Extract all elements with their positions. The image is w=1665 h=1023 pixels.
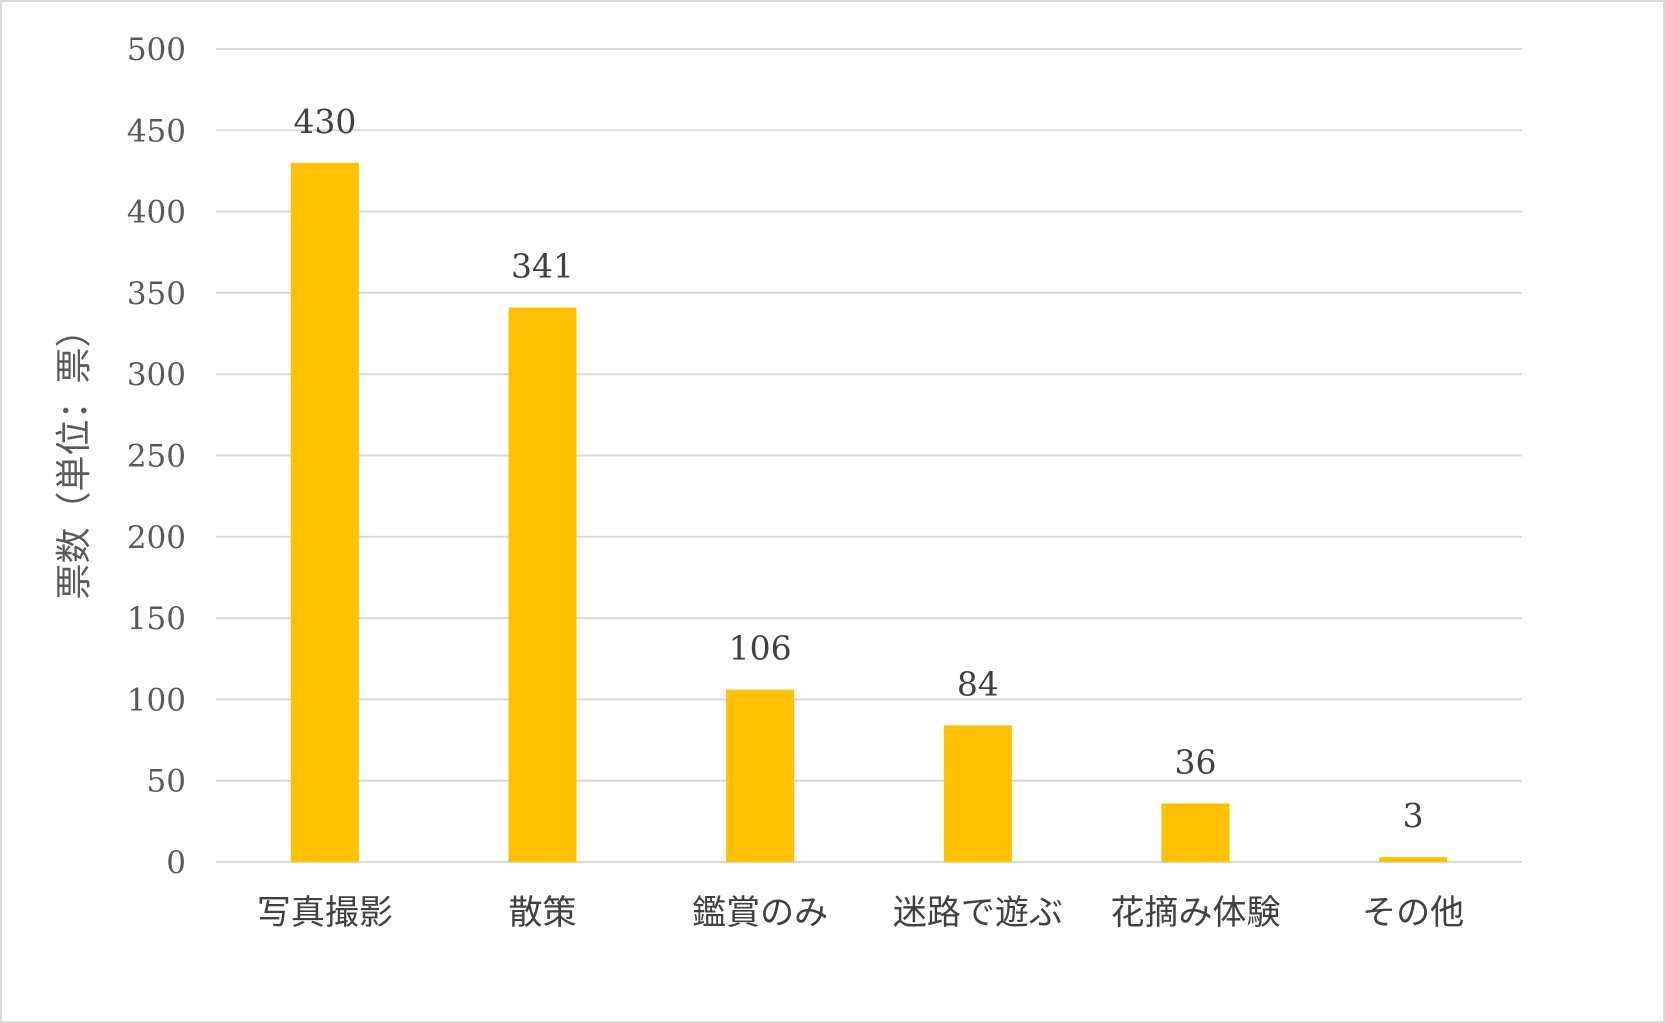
x-category-label: 花摘み体験 xyxy=(1111,893,1281,933)
bar xyxy=(508,307,577,862)
y-tick-label: 450 xyxy=(127,113,186,149)
x-category-label: 鑑賞のみ xyxy=(692,893,828,933)
bar xyxy=(726,689,795,862)
x-category-label: 迷路で遊ぶ xyxy=(893,893,1063,933)
y-tick-label: 500 xyxy=(127,32,186,68)
x-axis-categories: 写真撮影 散策 鑑賞のみ 迷路で遊ぶ 花摘み体験 その他 xyxy=(257,893,1464,933)
bar xyxy=(943,725,1012,862)
data-labels: 430 341 106 84 36 3 xyxy=(293,102,1423,835)
data-label: 84 xyxy=(957,664,999,703)
bar xyxy=(290,162,359,862)
y-tick-label: 200 xyxy=(127,520,186,556)
data-label: 341 xyxy=(511,247,574,286)
y-tick-label: 0 xyxy=(166,845,186,881)
x-category-label: 散策 xyxy=(509,893,577,933)
bars xyxy=(290,162,1448,862)
y-tick-label: 300 xyxy=(127,357,186,393)
data-label: 3 xyxy=(1403,796,1424,835)
y-tick-label: 150 xyxy=(127,601,186,637)
x-category-label: 写真撮影 xyxy=(257,893,393,933)
y-axis-ticks: 0 50 100 150 200 250 300 350 400 450 500 xyxy=(127,32,186,881)
y-tick-label: 400 xyxy=(127,195,186,231)
bar xyxy=(1379,857,1448,862)
y-axis-title: 票数（単位：票） xyxy=(54,311,95,599)
gridlines xyxy=(216,48,1522,863)
bar xyxy=(1161,803,1230,862)
data-label: 106 xyxy=(729,629,792,668)
y-tick-label: 50 xyxy=(147,764,186,800)
y-tick-label: 350 xyxy=(127,276,186,312)
x-category-label: その他 xyxy=(1362,893,1464,933)
data-label: 430 xyxy=(293,102,356,141)
data-label: 36 xyxy=(1175,742,1217,781)
y-tick-label: 250 xyxy=(127,439,186,475)
y-tick-label: 100 xyxy=(127,682,186,718)
